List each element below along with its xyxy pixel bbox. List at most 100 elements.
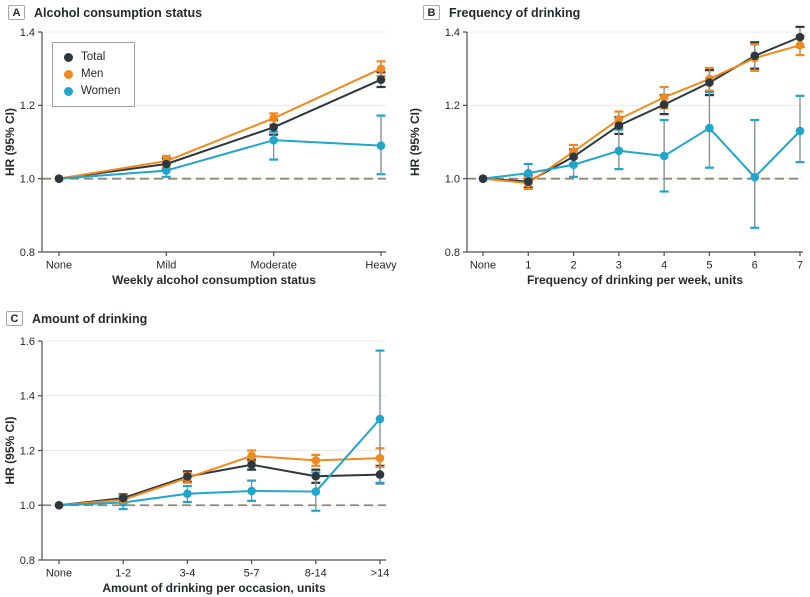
- panel-a-chart: 0.8 1.0 1.2 1.4 None Mild Moderate Heavy Weekly …: [3, 27, 397, 287]
- panel-amount-of-drinking: C Amount of drinking 0.8 1.0 1.2 1.4 1.6 None…: [0, 300, 405, 597]
- data-point-women: [162, 166, 171, 175]
- legend-label-women: Women: [81, 85, 121, 97]
- data-point-total: [569, 152, 578, 161]
- data-point-women: [705, 123, 714, 133]
- y-tick-label: 0.8: [20, 247, 35, 259]
- legend-marker-women-icon: [64, 87, 73, 96]
- legend-marker-men-icon: [64, 70, 73, 79]
- series-line-total: [58, 463, 381, 507]
- y-tick-label: 1.6: [20, 336, 35, 348]
- data-point-women: [659, 151, 669, 161]
- data-point-total: [523, 177, 533, 186]
- y-tick-label: 1.2: [20, 445, 35, 457]
- data-point-women: [311, 487, 321, 496]
- y-tick-label: 1.2: [20, 100, 35, 112]
- panel-b-badge: B: [423, 5, 440, 20]
- series-line-men: [482, 44, 801, 185]
- data-point-total: [118, 493, 128, 503]
- chart-legend: Total Men Women: [52, 42, 136, 107]
- y-axis-title: HR (95% CI): [408, 108, 422, 176]
- x-tick-label: 1-2: [115, 568, 131, 580]
- y-tick-label: 0.8: [445, 247, 460, 259]
- y-tick-label: 1.4: [445, 27, 460, 39]
- x-tick-label: 8-14: [305, 568, 327, 580]
- data-point-total: [54, 500, 64, 510]
- data-point-total: [614, 121, 624, 130]
- data-point-men: [614, 114, 624, 124]
- data-point-total: [795, 32, 805, 42]
- data-point-total: [376, 75, 386, 84]
- x-tick-label: None: [46, 568, 72, 580]
- x-tick-label: 5-7: [244, 568, 260, 580]
- y-tick-label: 1.0: [445, 173, 460, 185]
- data-point-men: [376, 64, 386, 73]
- data-point-women: [569, 160, 578, 170]
- data-point-total: [375, 470, 385, 479]
- x-tick-label: 7: [797, 260, 803, 272]
- y-axis-title: HR (95% CI): [3, 108, 17, 176]
- x-tick-label: 6: [752, 260, 758, 272]
- legend-label-total: Total: [81, 51, 106, 63]
- panel-c-badge: C: [6, 311, 23, 326]
- series-line-total: [58, 78, 382, 180]
- legend-item-total: Total: [64, 50, 120, 65]
- panel-header: C Amount of drinking: [6, 311, 147, 326]
- data-point-total: [705, 78, 714, 87]
- data-point-men: [375, 453, 385, 463]
- x-axis-title: Amount of drinking per occasion, units: [102, 581, 326, 595]
- panel-c-title: Amount of drinking: [32, 311, 148, 326]
- data-point-men: [659, 92, 669, 102]
- x-tick-label: None: [46, 260, 72, 272]
- x-tick-label: Moderate: [250, 260, 296, 272]
- data-point-men: [247, 451, 256, 461]
- panel-b-title: Frequency of drinking: [449, 5, 581, 20]
- x-tick-label: 3: [616, 260, 622, 272]
- x-tick-label: 5: [706, 260, 712, 272]
- series-line-men: [58, 454, 381, 507]
- data-point-women: [376, 141, 386, 150]
- panel-a-title: Alcohol consumption status: [34, 5, 203, 20]
- x-axis-title: Frequency of drinking per week, units: [527, 273, 743, 287]
- data-point-total: [162, 159, 171, 169]
- legend-label-men: Men: [81, 68, 104, 80]
- data-point-women: [795, 126, 805, 136]
- y-tick-label: 1.0: [20, 173, 35, 185]
- panel-alcohol-consumption-status: A Alcohol consumption status 0.8 1.0 1.2 1.…: [0, 0, 405, 300]
- x-tick-label: 4: [661, 260, 667, 272]
- panel-a-badge: A: [8, 5, 25, 20]
- y-tick-label: 0.8: [20, 555, 35, 567]
- series-line-women: [482, 127, 801, 180]
- legend-marker-total-icon: [64, 53, 73, 62]
- panel-frequency-of-drinking: B Frequency of drinking 0.8 1.0 1.2 1.4 None…: [405, 0, 810, 300]
- data-point-women: [375, 414, 385, 424]
- series-line-women: [58, 139, 382, 180]
- x-tick-label: None: [470, 260, 496, 272]
- data-point-women: [183, 489, 192, 499]
- data-point-total: [311, 471, 321, 481]
- data-point-women: [750, 172, 760, 182]
- data-point-men: [795, 40, 805, 50]
- data-point-women: [247, 486, 256, 496]
- data-point-total: [659, 100, 669, 109]
- data-point-men: [311, 456, 321, 465]
- panel-header: A Alcohol consumption status: [8, 5, 202, 20]
- data-point-total: [478, 174, 488, 183]
- data-point-total: [54, 174, 64, 183]
- panel-c-chart: 0.8 1.0 1.2 1.4 1.6 None 1-2 3-4 5-7 8-14 >14 Amoun…: [3, 336, 390, 595]
- data-point-women: [269, 135, 278, 145]
- data-point-total: [247, 460, 256, 470]
- x-tick-label: 2: [571, 260, 577, 272]
- series-line-women: [58, 418, 381, 507]
- data-point-total: [269, 123, 278, 132]
- x-axis-title: Weekly alcohol consumption status: [112, 273, 316, 287]
- data-point-total: [183, 472, 192, 481]
- panel-b-chart: 0.8 1.0 1.2 1.4 None 1 2 3 4 5 6 7 Frequency of drin…: [408, 25, 805, 287]
- data-point-total: [750, 51, 760, 61]
- series-line-men: [58, 67, 382, 180]
- x-tick-label: 1: [525, 260, 531, 272]
- x-tick-label: >14: [371, 568, 390, 580]
- data-point-men: [269, 113, 278, 123]
- data-point-women: [523, 168, 533, 178]
- y-axis-title: HR (95% CI): [3, 416, 17, 484]
